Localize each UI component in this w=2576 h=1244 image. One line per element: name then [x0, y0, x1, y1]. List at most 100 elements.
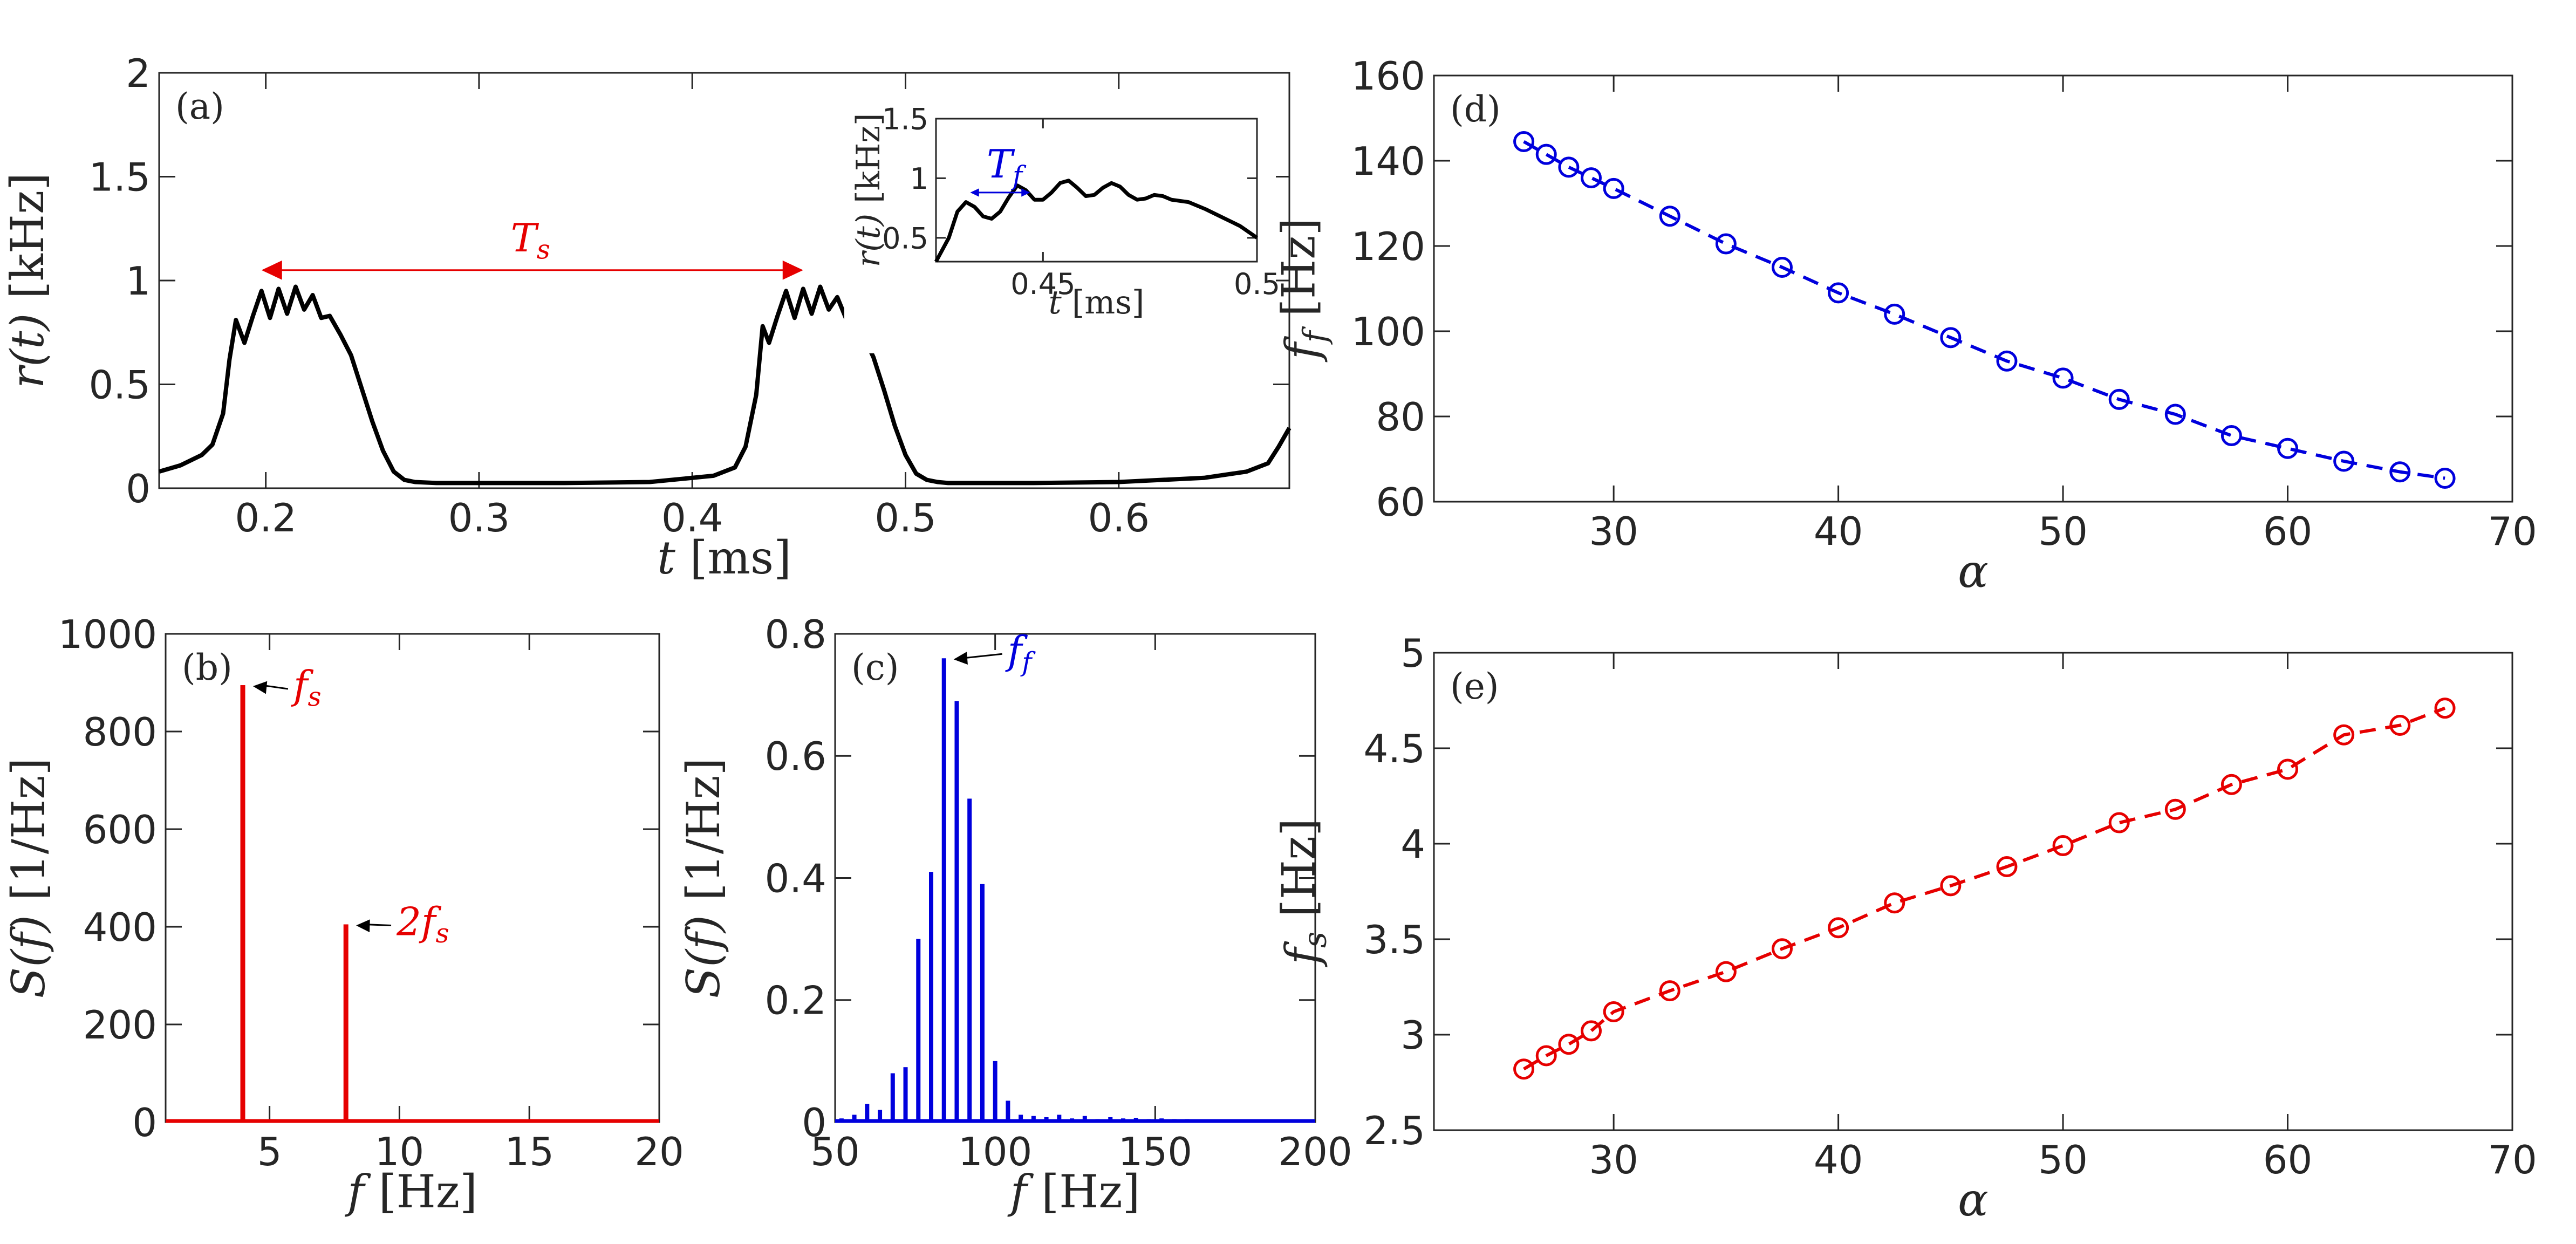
spectrum-bar [1198, 1119, 1202, 1122]
x-axis-label: α [1958, 1173, 1989, 1226]
data-point-marker [2220, 425, 2242, 447]
data-point-marker [1513, 1058, 1535, 1080]
data-point-marker [1996, 350, 2018, 372]
data-point-marker [1659, 206, 1680, 227]
panel-label: (c) [851, 647, 899, 688]
x-tick-label: 0.6 [1088, 495, 1150, 541]
spectrum-bar [890, 1073, 895, 1122]
spectrum-bar [878, 1110, 883, 1122]
data-point-marker [1884, 303, 1905, 325]
x-tick-label: 30 [1589, 509, 1638, 554]
inset-series-line [934, 179, 1258, 263]
data-point-marker [2333, 450, 2355, 472]
y-axis-label: fs [Hz] [1273, 818, 1334, 968]
y-tick-label: 100 [1351, 309, 1425, 354]
spectrum-bar [1146, 1119, 1151, 1122]
y-tick-label: 160 [1351, 53, 1425, 99]
annotation-subscript: s [436, 918, 449, 949]
series-line-r [158, 284, 1292, 486]
label-unit: [1/Hz] [677, 758, 730, 915]
x-tick-label: 0.3 [448, 495, 510, 541]
axes-frame [1433, 652, 2513, 1131]
y-tick-label: 1000 [58, 612, 157, 657]
y-tick-label: 0.6 [764, 734, 826, 779]
spectrum-bar [1223, 1119, 1228, 1122]
spectrum-bar [980, 884, 985, 1122]
y-tick-label: 4.5 [1363, 726, 1425, 771]
y-tick-label: 140 [1351, 139, 1425, 184]
series-dashed-line [1523, 140, 2445, 480]
y-tick-label: 60 [1376, 480, 1425, 525]
spectrum-bar [852, 1115, 857, 1122]
data-point-marker [2434, 468, 2456, 489]
data-point-marker [2389, 715, 2411, 736]
annotation-Ts: Ts [511, 215, 550, 265]
label-unit: [ms] [1062, 284, 1145, 322]
data-point-marker [1581, 167, 1602, 189]
x-tick-label: 50 [810, 1129, 860, 1174]
data-point-marker [1513, 131, 1535, 152]
spectrum-bar [1095, 1119, 1100, 1122]
data-point-marker [2164, 404, 2186, 425]
x-tick-label: 10 [375, 1129, 425, 1174]
label-unit: [ms] [675, 531, 791, 584]
axes-frame [165, 633, 660, 1123]
x-tick-label: 40 [1814, 509, 1863, 554]
annotation-subscript: f [1020, 647, 1036, 678]
y-tick-label: 2.5 [1363, 1108, 1425, 1153]
y-axis-label: r(t) [kHz] [1, 173, 54, 388]
spectrum-bar [916, 939, 921, 1122]
label-unit: [Hz] [1273, 218, 1325, 331]
annotation-2fs: 2fs [396, 899, 449, 949]
spectrum-bar [1185, 1119, 1190, 1122]
spectrum-bar [1274, 1120, 1279, 1122]
label-symbol: r(t) [1, 313, 54, 388]
data-point-marker [1603, 1001, 1624, 1023]
spectrum-bar [839, 1118, 844, 1122]
data-point-marker [1535, 1045, 1557, 1067]
x-tick-label: 20 [634, 1129, 684, 1174]
x-tick-label: 70 [2488, 509, 2537, 554]
y-tick-label: 200 [83, 1002, 157, 1048]
y-tick-label: 3 [1400, 1013, 1425, 1058]
y-tick-label: 0 [802, 1100, 826, 1145]
x-tick-label: 5 [257, 1129, 282, 1174]
label-symbol: S(f) [677, 915, 730, 998]
spectrum-bar [1070, 1118, 1075, 1122]
data-point-marker [1996, 856, 2018, 877]
x-tick-label: 0.4 [661, 495, 723, 541]
data-point-marker [1940, 875, 1962, 897]
data-point-marker [2389, 461, 2411, 483]
y-tick-label: 0.5 [882, 221, 928, 255]
x-tick-label: 30 [1589, 1137, 1638, 1183]
y-tick-label: 0.4 [764, 856, 826, 901]
x-tick-label: 50 [2038, 1137, 2088, 1183]
label-unit: [Hz] [1027, 1165, 1140, 1218]
x-tick-label: 200 [1278, 1129, 1352, 1174]
spectrum-bar [1159, 1118, 1164, 1122]
label-unit: [kHz] [850, 113, 887, 214]
y-tick-label: 0 [126, 466, 151, 511]
data-point-marker [1828, 282, 1849, 304]
y-tick-label: 600 [83, 807, 157, 852]
y-tick-label: 120 [1351, 224, 1425, 269]
panel-label: (a) [175, 86, 224, 127]
chart-panel-a-inset: 0.45 0.50.511.5t [ms]r(t) [kHz] Tf [844, 94, 1280, 353]
x-tick-label: 40 [1814, 1137, 1863, 1183]
data-point-marker [1558, 156, 1580, 178]
annotation-subscript: s [308, 682, 322, 713]
spectrum-bar [1057, 1115, 1062, 1122]
data-point-marker [2277, 758, 2299, 780]
y-tick-label: 1 [126, 258, 151, 304]
data-point-marker [2108, 388, 2130, 410]
label-symbol: r(t) [850, 214, 887, 268]
annotation-arrow-line [961, 653, 1002, 659]
label-symbol: α [1958, 1173, 1989, 1226]
x-axis-label: α [1958, 545, 1989, 598]
inset-arrow-head-left [970, 188, 979, 197]
spectrum-bar [1172, 1119, 1177, 1122]
label-symbol: t [1049, 284, 1062, 322]
data-point-marker [2052, 367, 2074, 389]
x-axis-label: t [ms] [1049, 284, 1145, 322]
